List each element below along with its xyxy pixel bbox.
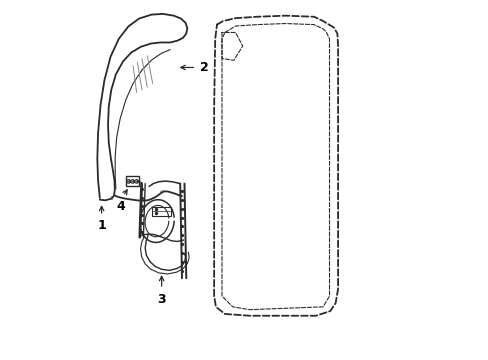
Text: 2: 2 <box>200 61 208 74</box>
Text: c: c <box>160 188 163 196</box>
Bar <box>152 207 171 216</box>
Text: 4: 4 <box>117 200 125 213</box>
Bar <box>125 176 139 186</box>
Text: 1: 1 <box>97 219 106 232</box>
Text: 3: 3 <box>157 293 165 306</box>
Text: c: c <box>109 194 113 202</box>
